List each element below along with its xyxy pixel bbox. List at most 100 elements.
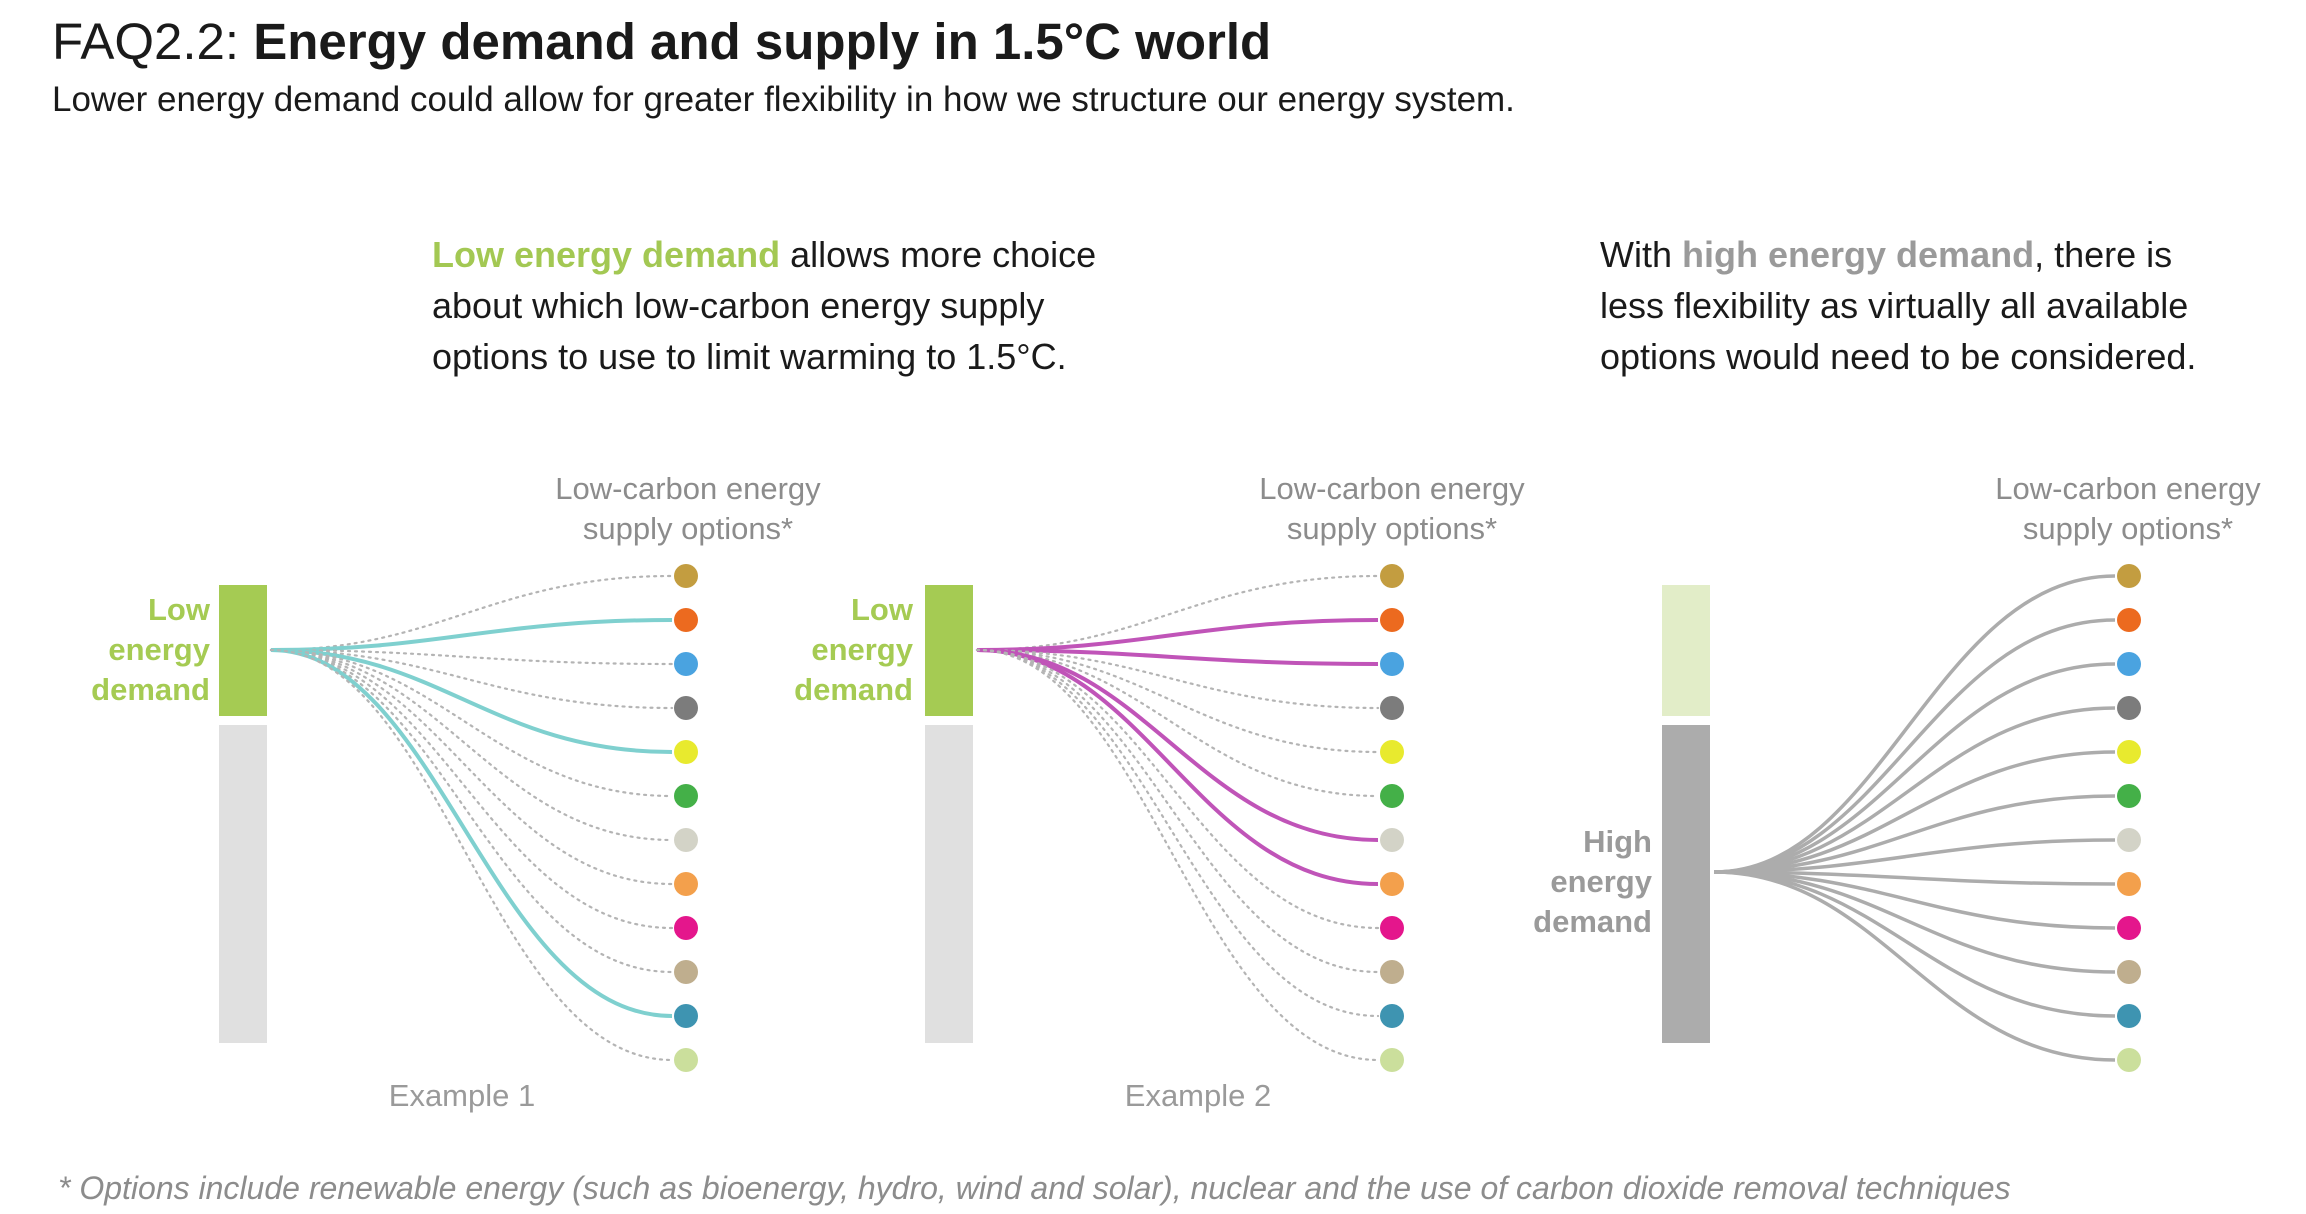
unselected-link-0 (269, 574, 674, 652)
example-label: Example 2 (1125, 1078, 1271, 1113)
option-dot-2 (674, 608, 698, 632)
demand-label-line-1: Low (851, 592, 914, 627)
unselected-link-8 (975, 648, 1380, 930)
unused-demand-bar (925, 725, 973, 1043)
selected-link-4 (270, 648, 673, 754)
unselected-link-4 (975, 648, 1380, 754)
high-demand-bar (1662, 725, 1710, 1043)
option-dot-7 (674, 828, 698, 852)
unselected-link-9 (975, 648, 1380, 974)
page-title: FAQ2.2: Energy demand and supply in 1.5°… (52, 12, 1271, 71)
demand-label-line-1: High (1583, 824, 1652, 859)
option-dot-6 (1380, 784, 1404, 808)
option-dot-6 (2117, 784, 2141, 808)
unselected-link-11 (269, 648, 674, 1062)
option-dot-7 (2117, 828, 2141, 852)
option-dot-2 (1380, 608, 1404, 632)
option-dot-1 (674, 564, 698, 588)
options-header-line-1: Low-carbon energy (1259, 471, 1525, 506)
option-dot-9 (1380, 916, 1404, 940)
unselected-link-5 (269, 648, 674, 798)
high-desc-end: , there is (2034, 234, 2173, 275)
demand-label-line-2: energy (108, 632, 210, 667)
selected-link-1 (976, 618, 1379, 652)
high-demand-highlight: high energy demand (1682, 234, 2035, 275)
page-subtitle: Lower energy demand could allow for grea… (52, 80, 1515, 119)
selected-link-2 (976, 648, 1379, 666)
option-dot-10 (674, 960, 698, 984)
low-desc-line2: about which low-carbon energy supply (432, 285, 1045, 326)
option-dot-1 (1380, 564, 1404, 588)
option-dot-10 (1380, 960, 1404, 984)
option-dot-11 (674, 1004, 698, 1028)
option-dot-11 (2117, 1004, 2141, 1028)
option-dot-3 (2117, 652, 2141, 676)
unselected-link-2 (269, 648, 674, 666)
high-desc-line2: less flexibility as virtually all availa… (1600, 285, 2189, 326)
selected-link-11 (1713, 870, 2116, 1062)
selected-link-1 (270, 618, 673, 652)
low-demand-bar (219, 585, 267, 716)
selected-link-10 (1713, 870, 2116, 1018)
selected-link-8 (1713, 870, 2116, 930)
option-dot-9 (2117, 916, 2141, 940)
high-demand-description: With high energy demand, there is less f… (1600, 229, 2300, 382)
option-dot-11 (1380, 1004, 1404, 1028)
options-header-line-2: supply options* (583, 511, 793, 546)
selected-link-10 (270, 648, 673, 1018)
option-dot-8 (2117, 872, 2141, 896)
option-dot-3 (674, 652, 698, 676)
option-dot-5 (2117, 740, 2141, 764)
unselected-link-8 (269, 648, 674, 930)
demand-label-line-3: demand (91, 672, 210, 707)
option-dot-1 (2117, 564, 2141, 588)
option-dot-12 (674, 1048, 698, 1072)
unselected-link-0 (975, 574, 1380, 652)
selected-link-2 (1713, 662, 2116, 874)
title-prefix: FAQ2.2: (52, 13, 254, 70)
unselected-link-9 (269, 648, 674, 974)
option-dot-8 (1380, 872, 1404, 896)
options-header-line-2: supply options* (2023, 511, 2233, 546)
panel-high-demand: Low-carbon energy supply options* High ener… (1533, 471, 2261, 1072)
option-dot-5 (1380, 740, 1404, 764)
selected-link-6 (976, 648, 1379, 842)
selected-link-5 (1713, 794, 2116, 874)
unselected-link-3 (269, 648, 674, 710)
footnote: * Options include renewable energy (such… (58, 1170, 2011, 1206)
option-dot-12 (2117, 1048, 2141, 1072)
demand-label-line-1: Low (148, 592, 211, 627)
option-dot-12 (1380, 1048, 1404, 1072)
example-label: Example 1 (389, 1078, 535, 1113)
options-header-line-2: supply options* (1287, 511, 1497, 546)
low-demand-description: Low energy demand allows more choice abo… (432, 229, 1192, 382)
demand-label-line-3: demand (1533, 904, 1652, 939)
demand-label-line-2: energy (811, 632, 913, 667)
option-dot-8 (674, 872, 698, 896)
title-main: Energy demand and supply in 1.5°C world (253, 13, 1272, 70)
selected-link-7 (976, 648, 1379, 886)
option-dot-3 (1380, 652, 1404, 676)
unused-demand-bar (219, 725, 267, 1043)
unselected-link-3 (975, 648, 1380, 710)
unselected-link-7 (269, 648, 674, 886)
option-dot-9 (674, 916, 698, 940)
demand-label-line-3: demand (794, 672, 913, 707)
demand-label-line-2: energy (1550, 864, 1652, 899)
low-demand-bar-faded (1662, 585, 1710, 716)
option-dot-4 (2117, 696, 2141, 720)
low-desc-line1: allows more choice (780, 234, 1097, 275)
low-demand-highlight: Low energy demand (432, 234, 781, 275)
selected-link-4 (1713, 750, 2116, 874)
low-desc-line3: options to use to limit warming to 1.5°C… (432, 336, 1067, 377)
unselected-link-11 (975, 648, 1380, 1062)
panel-example-2: Low-carbon energy supply options* Low energ… (794, 471, 1525, 1113)
option-dot-7 (1380, 828, 1404, 852)
unselected-link-10 (975, 648, 1380, 1018)
option-dot-5 (674, 740, 698, 764)
option-dot-2 (2117, 608, 2141, 632)
option-dot-10 (2117, 960, 2141, 984)
selected-link-9 (1713, 870, 2116, 974)
high-desc-line3: options would need to be considered. (1600, 336, 2197, 377)
